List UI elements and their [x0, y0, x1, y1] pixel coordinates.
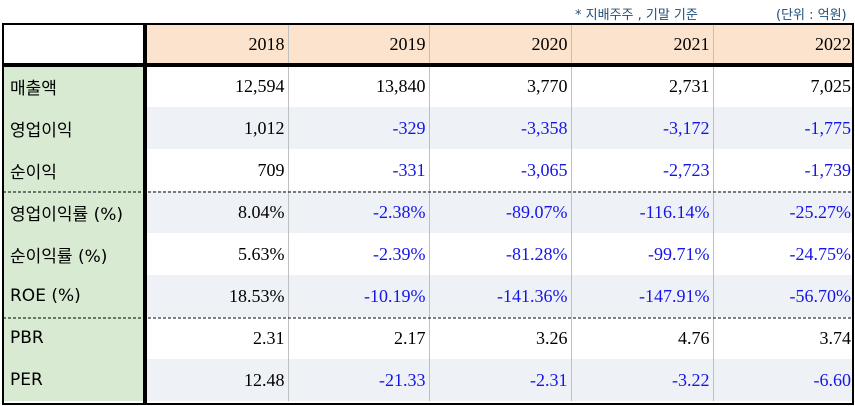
- value-cell: -1,739: [712, 149, 854, 191]
- row-label: ROE (%): [2, 275, 145, 317]
- year-header: 2020: [428, 23, 571, 65]
- table-row: PER 12.48 -21.33 -2.31 -3.22 -6.60: [2, 359, 854, 401]
- table-row: 순이익률 (%) 5.63% -2.39% -81.28% -99.71% -24.75%: [2, 233, 854, 275]
- value-cell: -2.38%: [287, 191, 429, 233]
- row-label: PBR: [2, 317, 145, 359]
- value-cell: -6.60: [712, 359, 854, 401]
- row-label: 순이익률 (%): [2, 233, 145, 275]
- table-row: 매출액 12,594 13,840 3,770 2,731 7,025: [2, 65, 854, 107]
- value-cell: -2,723: [570, 149, 713, 191]
- value-cell: 7,025: [712, 65, 854, 107]
- value-cell: -24.75%: [712, 233, 854, 275]
- financial-table: 2018 2019 2020 2021 2022 매출액 12,594 13,840…: [2, 23, 854, 401]
- value-cell: 8.04%: [145, 191, 288, 233]
- value-cell: 2.31: [145, 317, 288, 359]
- value-cell: 3,770: [428, 65, 571, 107]
- value-cell: -81.28%: [428, 233, 571, 275]
- value-cell: -3,172: [570, 107, 713, 149]
- value-cell: 12.48: [145, 359, 288, 401]
- value-cell: 3.74: [712, 317, 854, 359]
- table-body: 매출액 12,594 13,840 3,770 2,731 7,025 영업이익 1,012-…: [2, 65, 854, 401]
- value-cell: -3,065: [428, 149, 571, 191]
- value-cell: -329: [287, 107, 429, 149]
- financial-table-container: 2018 2019 2020 2021 2022 매출액 12,594 13,840…: [2, 23, 854, 405]
- value-cell: -3,358: [428, 107, 571, 149]
- value-cell: -147.91%: [570, 275, 713, 317]
- value-cell: -10.19%: [287, 275, 429, 317]
- table-row: 영업이익률 (%) 8.04% -2.38% -89.07% -116.14% -25.2…: [2, 191, 854, 233]
- corner-cell: [2, 23, 145, 65]
- year-header: 2022: [712, 23, 854, 65]
- row-label: 매출액: [2, 65, 145, 107]
- value-cell: 3.26: [428, 317, 571, 359]
- value-cell: 2,731: [570, 65, 713, 107]
- value-cell: 18.53%: [145, 275, 288, 317]
- header-row: 2018 2019 2020 2021 2022: [2, 23, 854, 65]
- value-cell: 5.63%: [145, 233, 288, 275]
- value-cell: -25.27%: [712, 191, 854, 233]
- value-cell: 1,012: [145, 107, 288, 149]
- value-cell: -56.70%: [712, 275, 854, 317]
- value-cell: -1,775: [712, 107, 854, 149]
- value-cell: -116.14%: [570, 191, 713, 233]
- value-cell: 12,594: [145, 65, 288, 107]
- table-row: PBR 2.31 2.17 3.26 4.76 3.74: [2, 317, 854, 359]
- value-cell: -89.07%: [428, 191, 571, 233]
- value-cell: -99.71%: [570, 233, 713, 275]
- year-header: 2021: [570, 23, 713, 65]
- table-row: 순이익 709 -331 -3,065 -2,723 -1,739: [2, 149, 854, 191]
- value-cell: 2.17: [287, 317, 429, 359]
- value-cell: 709: [145, 149, 288, 191]
- year-header: 2019: [287, 23, 429, 65]
- table-row: 영업이익 1,012 -329 -3,358 -3,172 -1,775: [2, 107, 854, 149]
- value-cell: 4.76: [570, 317, 713, 359]
- row-label: 순이익: [2, 149, 145, 191]
- value-cell: -21.33: [287, 359, 429, 401]
- basis-note: * 지배주주 , 기말 기준: [575, 8, 698, 23]
- value-cell: -2.31: [428, 359, 571, 401]
- unit-note: (단위 : 억원): [776, 8, 847, 23]
- year-header: 2018: [145, 23, 288, 65]
- value-cell: -141.36%: [428, 275, 571, 317]
- row-label: 영업이익: [2, 107, 145, 149]
- value-cell: -3.22: [570, 359, 713, 401]
- row-label: 영업이익률 (%): [2, 191, 145, 233]
- value-cell: -2.39%: [287, 233, 429, 275]
- value-cell: 13,840: [287, 65, 429, 107]
- value-cell: -331: [287, 149, 429, 191]
- table-row: ROE (%) 18.53% -10.19% -141.36% -147.91% -56.…: [2, 275, 854, 317]
- row-label: PER: [2, 359, 145, 401]
